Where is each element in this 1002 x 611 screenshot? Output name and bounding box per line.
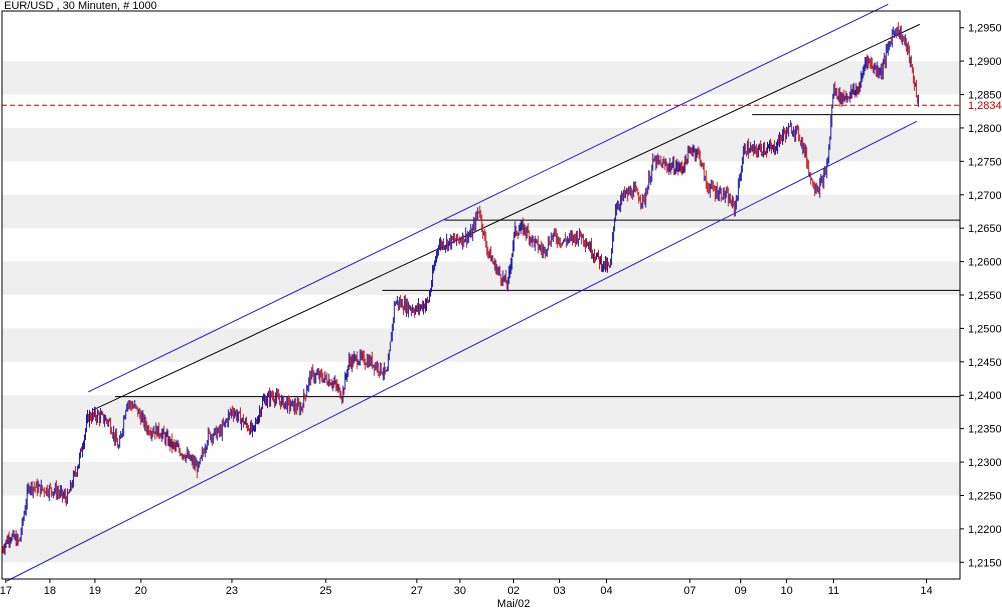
x-tick-label: 11 — [828, 585, 839, 597]
x-tick-label: 18 — [44, 585, 56, 597]
x-axis: 17 18 19 20 23 25 27 30 02 03 04 07 09 10 11 14 — [0, 579, 933, 597]
band — [2, 261, 960, 295]
x-tick-label: 25 — [320, 585, 332, 597]
x-tick-label: 07 — [684, 585, 696, 597]
band — [2, 462, 960, 496]
y-tick-label: 1,2150 — [968, 557, 1002, 569]
x-tick-label: 09 — [734, 585, 746, 597]
y-tick-label: 1,2650 — [968, 223, 1002, 235]
band — [2, 61, 960, 95]
x-tick-label: 14 — [920, 585, 932, 597]
band — [2, 127, 960, 162]
x-tick-label: 19 — [89, 585, 101, 597]
y-tick-label: 1,2200 — [968, 524, 1002, 536]
x-tick-label: 10 — [780, 585, 792, 597]
y-tick-label: 1,2700 — [968, 190, 1002, 202]
x-tick-label: 02 — [507, 585, 519, 597]
last-price-label: 1,2834 — [968, 100, 1002, 112]
y-tick-label: 1,2250 — [968, 490, 1002, 502]
x-tick-label: 17 — [0, 585, 12, 597]
y-tick-label: 1,2900 — [968, 56, 1002, 68]
band — [2, 528, 960, 563]
band — [2, 328, 960, 362]
x-tick-label: 03 — [553, 585, 565, 597]
y-tick-label: 1,2500 — [968, 323, 1002, 335]
y-tick-label: 1,2300 — [968, 457, 1002, 469]
y-tick-label: 1,2550 — [968, 290, 1002, 302]
y-tick-label: 1,2750 — [968, 156, 1002, 168]
x-tick-label: 23 — [226, 585, 238, 597]
background-bands — [2, 61, 960, 563]
horizontal-levels — [115, 114, 960, 398]
y-tick-label: 1,2400 — [968, 390, 1002, 402]
y-tick-label: 1,2850 — [968, 90, 1002, 102]
y-tick-label: 1,2350 — [968, 424, 1002, 436]
x-tick-label: 27 — [411, 585, 423, 597]
y-axis: 1,2150 1,2200 1,2250 1,2300 1,2350 1,2400 1,24… — [960, 23, 1002, 569]
trend-line — [92, 23, 920, 411]
band — [2, 395, 960, 429]
channel-line — [6, 120, 918, 582]
x-tick-label: 20 — [135, 585, 147, 597]
x-tick-label: 04 — [600, 585, 612, 597]
y-tick-label: 1,2450 — [968, 357, 1002, 369]
y-tick-label: 1,2950 — [968, 23, 1002, 35]
trend-lines — [6, 3, 920, 582]
channel-line — [88, 3, 889, 393]
price-candles — [1, 22, 919, 556]
x-month-label: Mai/02 — [497, 598, 530, 610]
y-tick-label: 1,2800 — [968, 123, 1002, 135]
x-tick-label: 30 — [454, 585, 466, 597]
chart-title: EUR/USD , 30 Minuten, # 1000 — [4, 0, 157, 12]
y-tick-label: 1,2600 — [968, 257, 1002, 269]
